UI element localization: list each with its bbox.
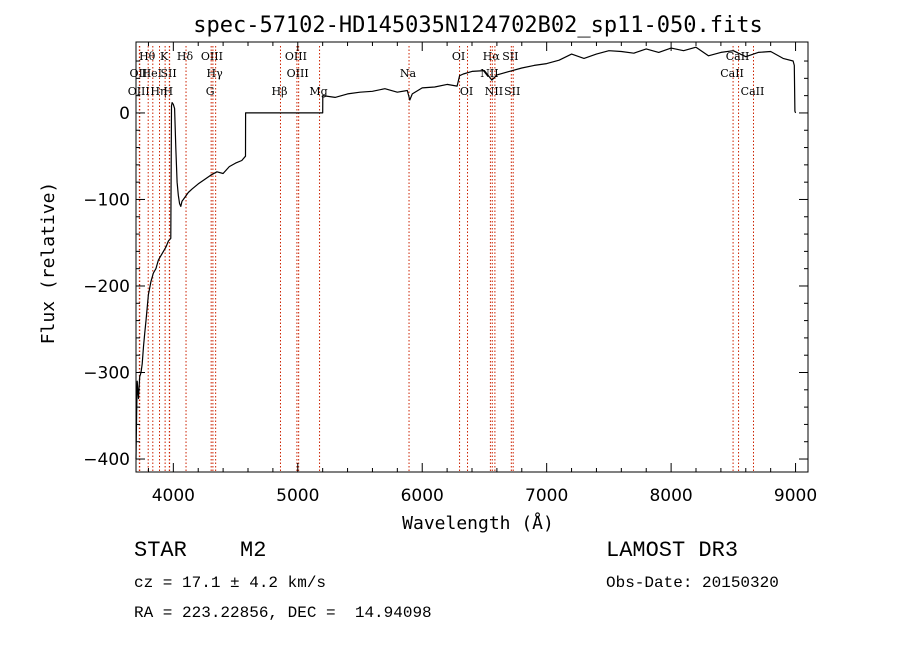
- line-label: Hγ: [207, 67, 224, 80]
- radec-label: RA = 223.22856, DEC = 14.94098: [134, 604, 432, 622]
- redshift-label: cz = 17.1 ± 4.2 km/s: [134, 574, 327, 592]
- y-tick-label: −300: [83, 364, 130, 384]
- y-tick-label: 0: [119, 104, 130, 124]
- line-label: CaII: [726, 50, 750, 63]
- line-label: Hβ: [272, 85, 288, 98]
- y-tick-label: −100: [83, 190, 130, 210]
- object-subclass: M2: [240, 538, 267, 563]
- x-tick-label: 9000: [774, 486, 817, 506]
- x-tick-label: 8000: [649, 486, 692, 506]
- x-tick-label: 6000: [401, 486, 444, 506]
- line-label: NII: [480, 67, 498, 80]
- x-tick-label: 4000: [152, 486, 195, 506]
- object-class: STAR: [134, 538, 187, 563]
- line-label: SII: [502, 50, 518, 63]
- line-label: CaII: [741, 85, 765, 98]
- survey-label: LAMOST DR3: [606, 538, 739, 563]
- y-tick-label: −400: [83, 450, 130, 470]
- line-label: CaII: [720, 67, 744, 80]
- line-label: OIII: [285, 50, 307, 63]
- y-axis-label: Flux (relative): [38, 182, 59, 345]
- plot-frame: [135, 41, 809, 473]
- line-label: Hα: [483, 50, 501, 63]
- line-label: NII: [485, 85, 503, 98]
- line-label: Hδ: [177, 50, 194, 63]
- line-label: OIII: [128, 85, 150, 98]
- line-label: OIII: [201, 50, 223, 63]
- line-label: Hη: [150, 85, 166, 98]
- line-label: SII: [504, 85, 520, 98]
- line-label: Na: [400, 67, 417, 80]
- y-tick-label: −200: [83, 277, 130, 297]
- line-label: Mg: [309, 85, 327, 98]
- spectrum-series: [135, 46, 797, 460]
- line-label: HeI: [142, 67, 162, 80]
- chart-title: spec-57102-HD145035N124702B02_sp11-050.f…: [193, 13, 763, 38]
- line-label: OI: [452, 50, 465, 63]
- line-label: OIII: [287, 67, 309, 80]
- x-axis-label: Wavelength (Å): [402, 512, 554, 534]
- obs-date-label: Obs-Date: 20150320: [606, 574, 779, 592]
- line-label: OII: [130, 67, 148, 80]
- x-tick-label: 7000: [525, 486, 568, 506]
- line-label: G: [206, 85, 215, 98]
- x-tick-label: 5000: [276, 486, 319, 506]
- line-label: H: [164, 85, 174, 98]
- line-label: K: [160, 50, 169, 63]
- line-label: Hθ: [139, 50, 156, 63]
- line-label: SII: [160, 67, 176, 80]
- line-label: OI: [460, 85, 473, 98]
